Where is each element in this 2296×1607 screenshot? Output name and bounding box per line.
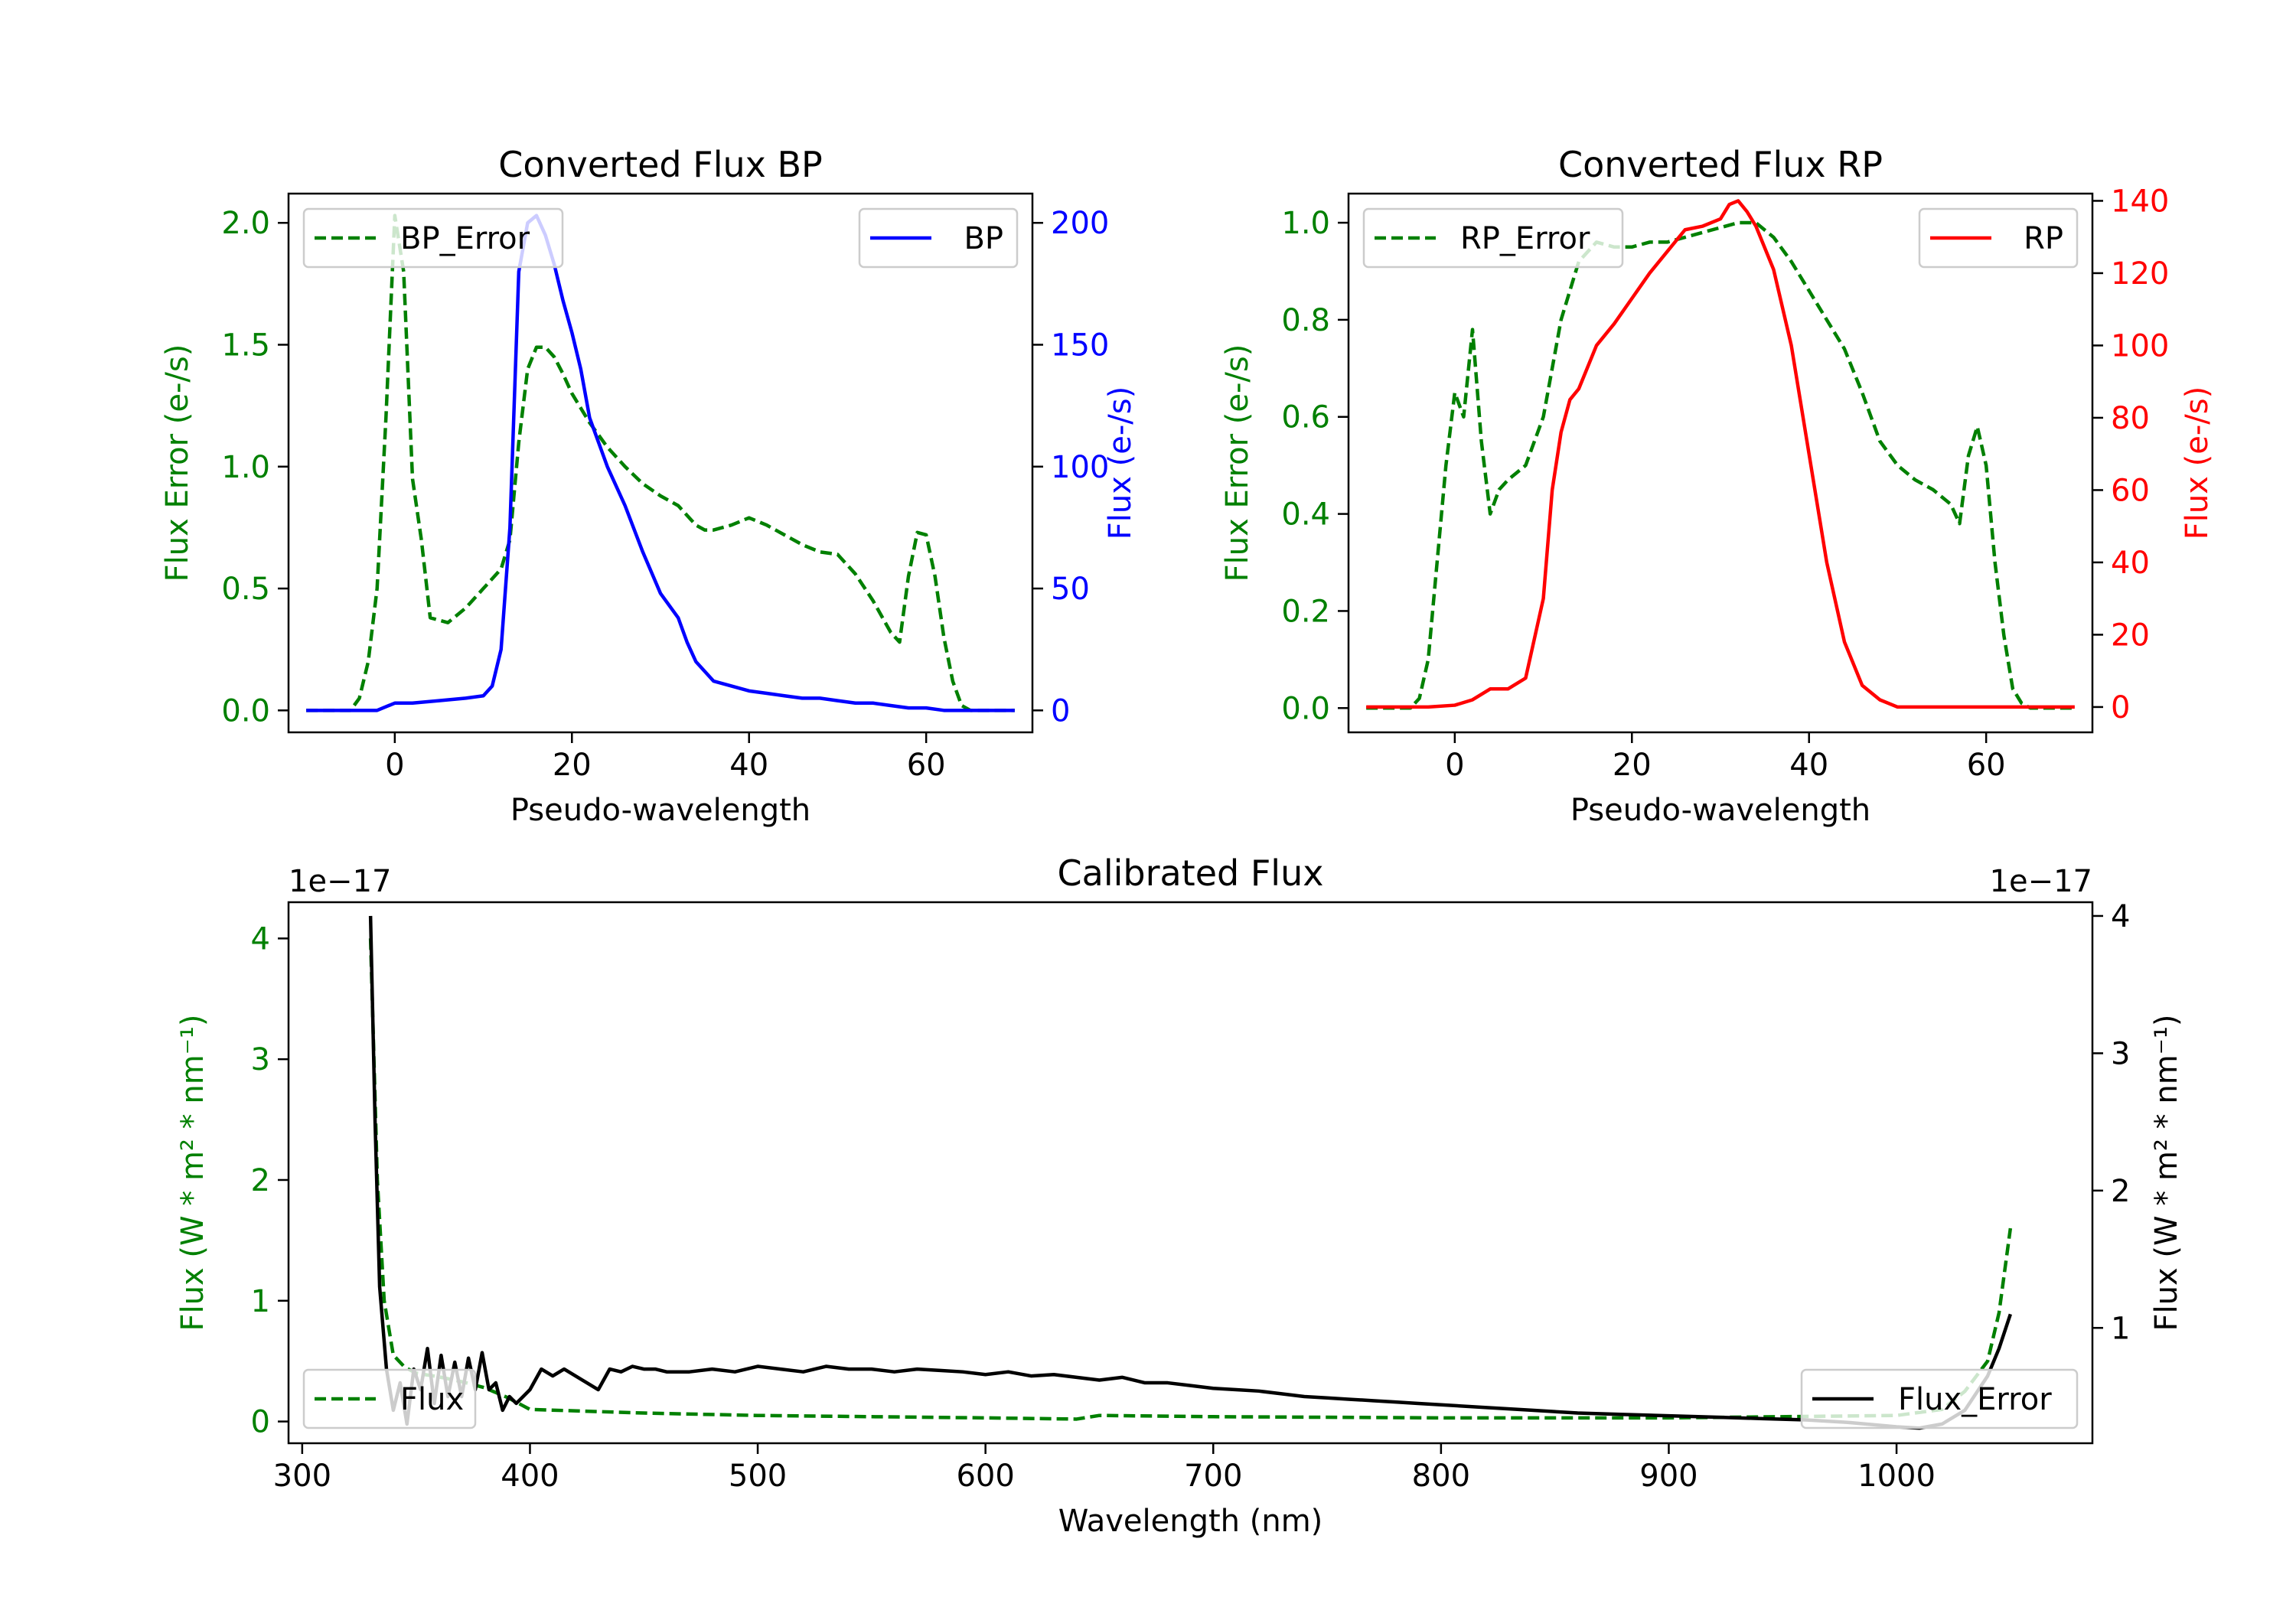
calibrated-y-right-tick-label: 3 <box>2111 1036 2130 1071</box>
calibrated-axes-frame <box>287 901 2094 1445</box>
rp-y-right-tick-label: 100 <box>2111 328 2169 363</box>
rp-series-rp-line <box>1366 199 2075 709</box>
bp-y-left-label: Flux Error (e-/s) <box>160 344 195 582</box>
calibrated-series-flux-error-line <box>368 938 2013 1421</box>
bp-x-tick-label: 0 <box>385 748 404 783</box>
rp-y-right-tick-label: 120 <box>2111 256 2169 292</box>
bp-series-bp-line <box>306 214 1015 712</box>
rp-series-rp-error-line <box>1366 220 2075 710</box>
calibrated-y-left-tick-label: 4 <box>251 921 270 957</box>
bp-y-left-tick-label: 1.5 <box>221 328 270 363</box>
bp-legend-right-label: BP <box>964 221 1003 256</box>
calibrated-y-right-tick-label: 4 <box>2111 899 2130 934</box>
calibrated-legend-left-label: Flux <box>400 1382 464 1417</box>
rp-x-label: Pseudo-wavelength <box>1570 793 1870 828</box>
bp-y-right-label: Flux (e-/s) <box>1103 386 1138 539</box>
bp-y-left-tick-label: 0.5 <box>221 572 270 607</box>
calibrated-y-right-tick-label: 1 <box>2111 1311 2130 1346</box>
calibrated-y-left-label: Flux (W * m² * nm⁻¹) <box>175 1015 210 1332</box>
bp-x-tick-label: 60 <box>907 748 946 783</box>
bp-legend-left-label: BP_Error <box>400 221 530 256</box>
rp-y-left-tick-label: 1.0 <box>1281 206 1330 241</box>
bp-y-right-tick-label: 150 <box>1051 328 1109 363</box>
calibrated-x-label: Wavelength (nm) <box>1058 1504 1323 1539</box>
calibrated-series-flux-line <box>368 915 2012 1430</box>
rp-axes-frame <box>1347 192 2094 734</box>
rp-y-left-tick-label: 0.6 <box>1281 400 1330 435</box>
bp-y-right-tick-label: 100 <box>1051 450 1109 485</box>
rp-y-right-tick-label: 140 <box>2111 184 2169 219</box>
bp-x-tick-label: 40 <box>729 748 768 783</box>
rp-x-tick-label: 20 <box>1613 748 1652 783</box>
rp-y-right-tick-label: 80 <box>2111 401 2150 436</box>
rp-y-left-tick-label: 0.8 <box>1281 303 1330 338</box>
calibrated-x-tick-label: 900 <box>1639 1459 1698 1494</box>
calibrated-offset-left: 1e−17 <box>289 864 391 899</box>
bp-y-left-tick-label: 0.0 <box>221 693 270 729</box>
rp-legend-left-label: RP_Error <box>1460 221 1590 256</box>
calibrated-legend-right-box <box>1800 1368 2079 1429</box>
rp-legend-right-box <box>1918 207 2079 269</box>
bp-y-right-tick-label: 200 <box>1051 206 1109 241</box>
rp-x-tick-label: 60 <box>1967 748 2006 783</box>
calibrated-y-right-label: Flux (W * m² * nm⁻¹) <box>2149 1015 2184 1332</box>
bp-y-left-tick-label: 2.0 <box>221 206 270 241</box>
bp-y-left-tick-label: 1.0 <box>221 450 270 485</box>
rp-title: Converted Flux RP <box>1558 144 1883 185</box>
calibrated-x-tick-label: 500 <box>729 1459 787 1494</box>
rp-legend-right-label: RP <box>2024 221 2063 256</box>
calibrated-y-left-tick-label: 2 <box>251 1163 270 1198</box>
calibrated-legend-right-label: Flux_Error <box>1898 1382 2052 1417</box>
bp-x-label: Pseudo-wavelength <box>510 793 810 828</box>
calibrated-x-tick-label: 700 <box>1184 1459 1242 1494</box>
rp-y-left-tick-label: 0.2 <box>1281 594 1330 629</box>
bp-series-bp-error-line <box>306 214 1015 712</box>
rp-y-right-tick-label: 0 <box>2111 690 2130 725</box>
calibrated-y-right-tick-label: 2 <box>2111 1174 2130 1209</box>
calibrated-x-tick-label: 600 <box>956 1459 1014 1494</box>
bp-y-right-tick-label: 0 <box>1051 693 1070 729</box>
rp-y-left-tick-label: 0.0 <box>1281 691 1330 726</box>
rp-legend-left-box <box>1362 207 1624 269</box>
calibrated-y-left-tick-label: 1 <box>251 1284 270 1319</box>
calibrated-offset-right: 1e−17 <box>1990 864 2092 899</box>
rp-y-left-label: Flux Error (e-/s) <box>1220 344 1255 582</box>
rp-y-right-tick-label: 20 <box>2111 618 2150 653</box>
calibrated-y-left-tick-label: 0 <box>251 1405 270 1440</box>
calibrated-y-left-tick-label: 3 <box>251 1042 270 1077</box>
bp-y-right-tick-label: 50 <box>1051 572 1090 607</box>
bp-title: Converted Flux BP <box>498 144 823 185</box>
calibrated-x-tick-label: 300 <box>273 1459 331 1494</box>
calibrated-x-tick-label: 1000 <box>1857 1459 1936 1494</box>
bp-legend-right-box <box>858 207 1019 269</box>
calibrated-title: Calibrated Flux <box>1058 852 1324 894</box>
bp-x-tick-label: 20 <box>553 748 592 783</box>
rp-x-tick-label: 40 <box>1789 748 1828 783</box>
rp-y-right-tick-label: 60 <box>2111 473 2150 508</box>
rp-x-tick-label: 0 <box>1445 748 1464 783</box>
calibrated-x-tick-label: 800 <box>1412 1459 1470 1494</box>
calibrated-x-tick-label: 400 <box>501 1459 559 1494</box>
bp-legend-left-box <box>302 207 564 269</box>
calibrated-legend-left-box <box>302 1368 477 1429</box>
bp-axes-frame <box>287 192 1034 734</box>
rp-y-right-label: Flux (e-/s) <box>2180 386 2215 539</box>
rp-y-left-tick-label: 0.4 <box>1281 497 1330 533</box>
rp-y-right-tick-label: 40 <box>2111 546 2150 581</box>
